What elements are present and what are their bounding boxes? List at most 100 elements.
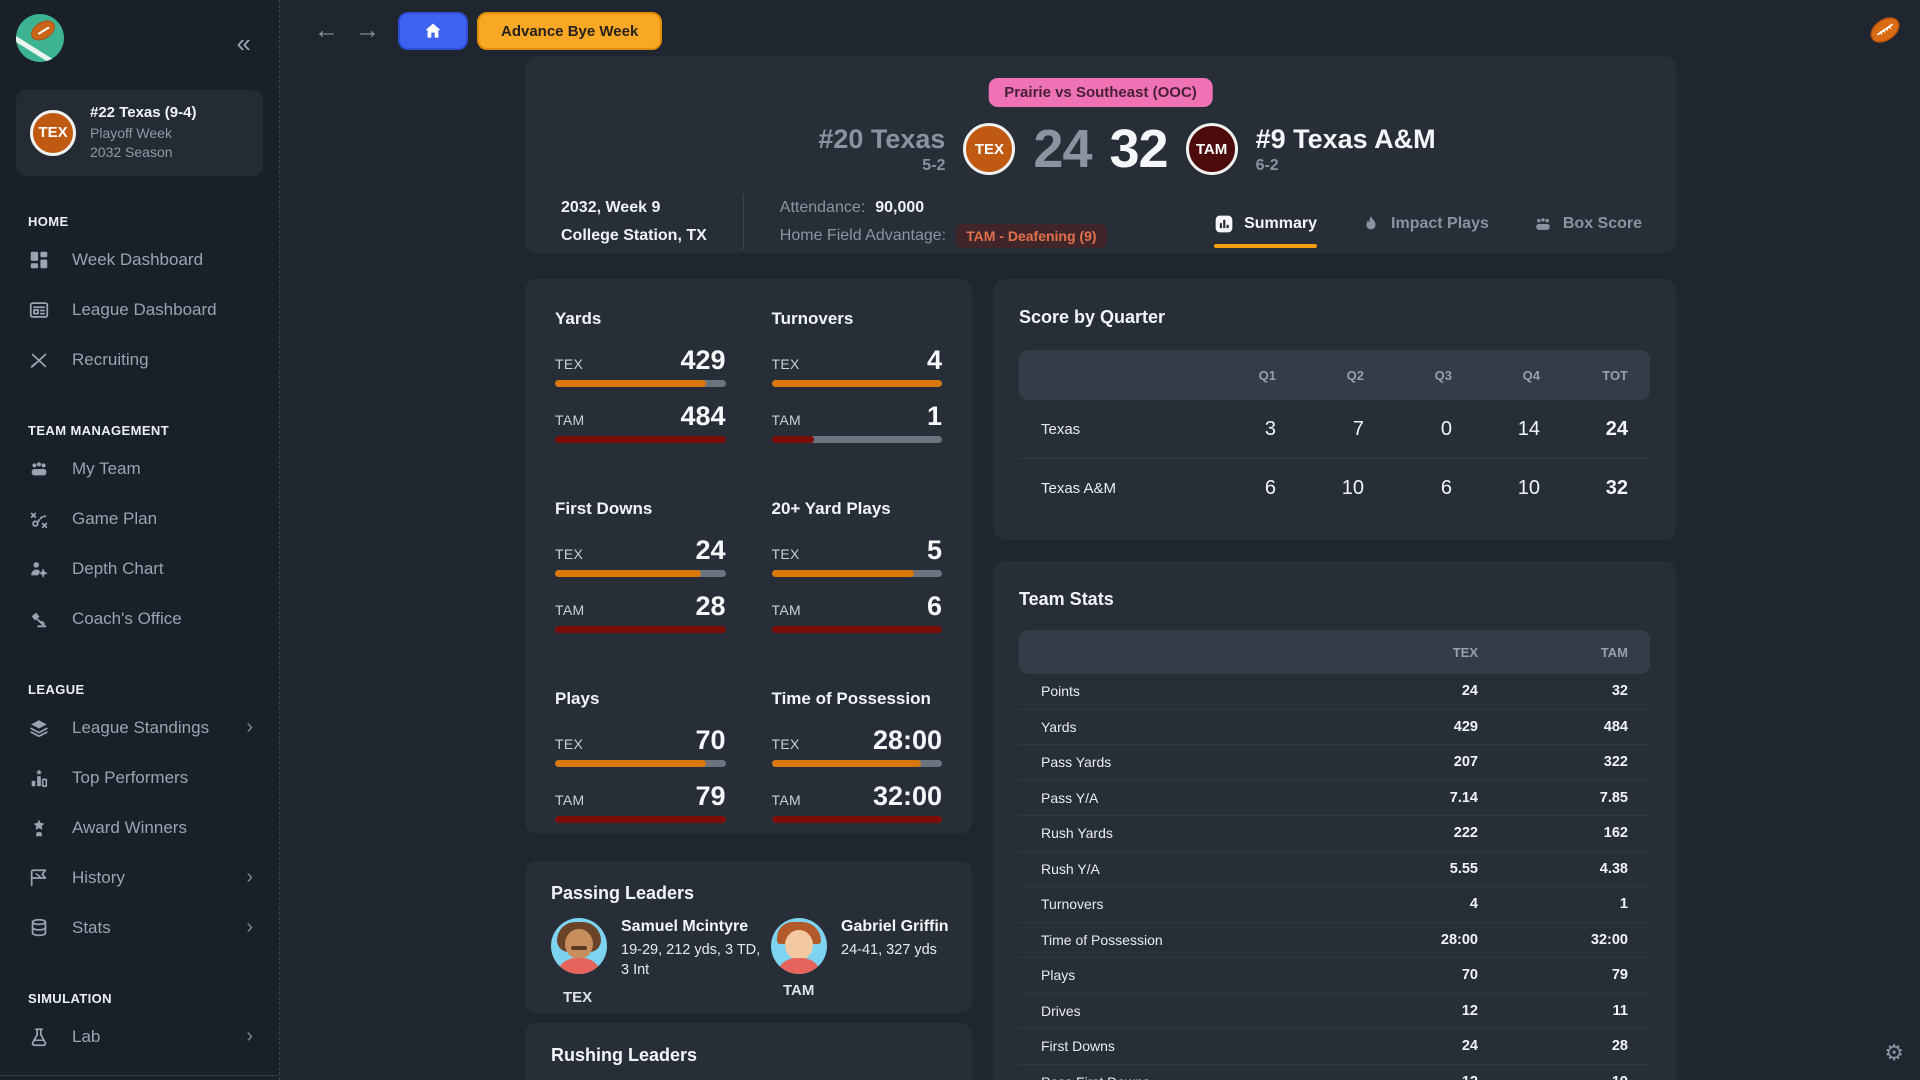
sidebar-item-stats[interactable]: Stats ›	[16, 903, 263, 953]
summary-icon	[1215, 215, 1233, 233]
team-stats-card: Team Stats TEX TAM Points 24 32 Yards 429 48…	[993, 561, 1676, 1080]
tab-impact-plays[interactable]: Impact Plays	[1361, 214, 1489, 248]
q3-value: 6	[1440, 477, 1452, 499]
nav-label: Award Winners	[72, 817, 187, 837]
layers-icon	[30, 719, 48, 737]
tab-summary[interactable]: Summary	[1214, 214, 1317, 248]
tex-label: TEX	[555, 356, 584, 372]
stat-group-possession: Time of Possession TEX 28:00 TAM 32:00	[771, 689, 942, 837]
tex-label: TEX	[771, 546, 800, 562]
trophy-star-icon	[33, 819, 45, 837]
player-name[interactable]: Gabriel Griffin	[841, 918, 949, 935]
sidebar-item-coachs-office[interactable]: Coach's Office	[16, 594, 263, 644]
people-icon	[31, 462, 47, 476]
col-tot: TOT	[1602, 367, 1628, 383]
tam-label: TAM	[771, 602, 801, 618]
nav-section-simulation: SIMULATION	[28, 990, 112, 1006]
home-team-logo[interactable]: TAM	[1185, 123, 1238, 175]
avatar[interactable]	[771, 918, 827, 974]
table-row: Points 24 32	[1019, 674, 1650, 710]
flask-icon	[31, 1028, 47, 1046]
sidebar-item-history[interactable]: History ›	[16, 853, 263, 903]
sidebar-item-award-winners[interactable]: Award Winners	[16, 803, 263, 853]
sidebar-item-top-performers[interactable]: Top Performers	[16, 753, 263, 803]
forward-arrow-icon[interactable]: →	[355, 16, 380, 44]
row-team: Texas	[1041, 420, 1081, 438]
stat-title: Yards	[555, 309, 602, 328]
nav-section-home: HOME	[28, 213, 69, 229]
tex-value: 28:00	[872, 725, 942, 755]
sidebar-item-lab[interactable]: Lab ›	[16, 1012, 263, 1062]
chevron-right-icon: ›	[246, 1025, 253, 1048]
tam-label: TAM	[555, 412, 585, 428]
sidebar-item-game-plan[interactable]: Game Plan	[16, 494, 263, 544]
table-row: Pass Yards 207 322	[1019, 745, 1650, 781]
tex-bar	[555, 380, 707, 387]
tab-label: Impact Plays	[1391, 215, 1489, 232]
avatar[interactable]	[551, 918, 607, 974]
q4-value: 14	[1517, 417, 1540, 440]
tam-value: 484	[680, 401, 726, 431]
rushing-leaders-card: Rushing Leaders	[525, 1023, 972, 1080]
nav-label: Lab	[72, 1026, 101, 1046]
player-team: TAM	[783, 982, 815, 999]
sidebar-collapse-icon[interactable]: «	[236, 28, 251, 58]
table-row: Rush Y/A 5.55 4.38	[1019, 852, 1650, 887]
col-q4: Q4	[1522, 367, 1540, 383]
sidebar-item-league-dashboard[interactable]: League Dashboard	[16, 285, 263, 335]
sidebar-item-recruiting[interactable]: Recruiting	[16, 335, 263, 385]
tab-label: Box Score	[1562, 215, 1642, 232]
tab-box-score[interactable]: Box Score	[1533, 214, 1642, 248]
away-team-name[interactable]: #20 Texas	[818, 123, 946, 154]
game-meta: 2032, Week 9 College Station, TX Attenda…	[561, 194, 1107, 250]
table-row: Rush Yards 222 162	[1019, 816, 1650, 852]
sidebar-divider	[0, 1075, 279, 1076]
tam-bar	[555, 816, 726, 823]
tam-bar	[771, 436, 815, 443]
tam-value: 1	[926, 401, 942, 431]
sidebar: « TEX #22 Texas (9-4) Playoff Week 2032 …	[0, 0, 280, 1080]
tex-value: 4	[926, 345, 942, 375]
sbq-title: Score by Quarter	[1019, 307, 1166, 327]
tam-value: 6	[926, 591, 942, 621]
stat-group-plays: Plays TEX 70 TAM 79	[555, 689, 726, 837]
tam-bar	[771, 626, 942, 633]
gear-icon[interactable]: ⚙	[1884, 1040, 1904, 1065]
tex-bar	[555, 760, 707, 767]
stat-comparison-card: Yards TEX 429 TAM 484 Turnovers TEX 4 TAM 1 …	[525, 279, 972, 834]
strategy-icon	[30, 512, 48, 528]
q2-value: 7	[1352, 417, 1364, 440]
away-team-record: 5-2	[922, 156, 946, 174]
tam-value: 28	[695, 591, 726, 621]
sidebar-item-depth-chart[interactable]: Depth Chart	[16, 544, 263, 594]
team-season: 2032 Season	[90, 143, 173, 160]
grid-icon	[30, 251, 48, 269]
team-title: #22 Texas (9-4)	[90, 104, 197, 121]
passing-leaders-card: Passing Leaders Samuel Mcintyre 19-29, 2…	[525, 861, 972, 1013]
table-row: Yards 429 484	[1019, 710, 1650, 745]
sidebar-item-league-standings[interactable]: League Standings ›	[16, 703, 263, 753]
stat-title: 20+ Yard Plays	[771, 499, 891, 518]
app-logo[interactable]	[16, 14, 64, 62]
tex-value: 70	[695, 725, 726, 755]
advance-bye-week-button[interactable]: Advance Bye Week	[477, 12, 663, 50]
back-arrow-icon[interactable]: ←	[314, 16, 339, 44]
chevron-right-icon: ›	[246, 716, 253, 739]
stat-group-yards: Yards TEX 429 TAM 484	[555, 309, 726, 457]
total-value: 32	[1605, 477, 1628, 499]
nav-label: My Team	[72, 458, 141, 478]
game-header-card: Prairie vs Southeast (OOC) #20 Texas 5-2…	[525, 56, 1676, 253]
away-team-logo[interactable]: TEX	[963, 123, 1016, 175]
my-team-card[interactable]: TEX #22 Texas (9-4) Playoff Week 2032 Se…	[16, 90, 263, 176]
sidebar-item-week-dashboard[interactable]: Week Dashboard	[16, 235, 263, 285]
home-button[interactable]	[398, 12, 468, 50]
tex-label: TEX	[555, 546, 584, 562]
history-icon	[30, 869, 47, 886]
row-team: Texas A&M	[1041, 480, 1117, 497]
player-name[interactable]: Samuel Mcintyre	[621, 918, 749, 935]
tex-bar	[555, 570, 702, 577]
sidebar-item-my-team[interactable]: My Team	[16, 444, 263, 494]
home-team-name[interactable]: #9 Texas A&M	[1255, 123, 1436, 154]
col-q3: Q3	[1434, 367, 1452, 383]
